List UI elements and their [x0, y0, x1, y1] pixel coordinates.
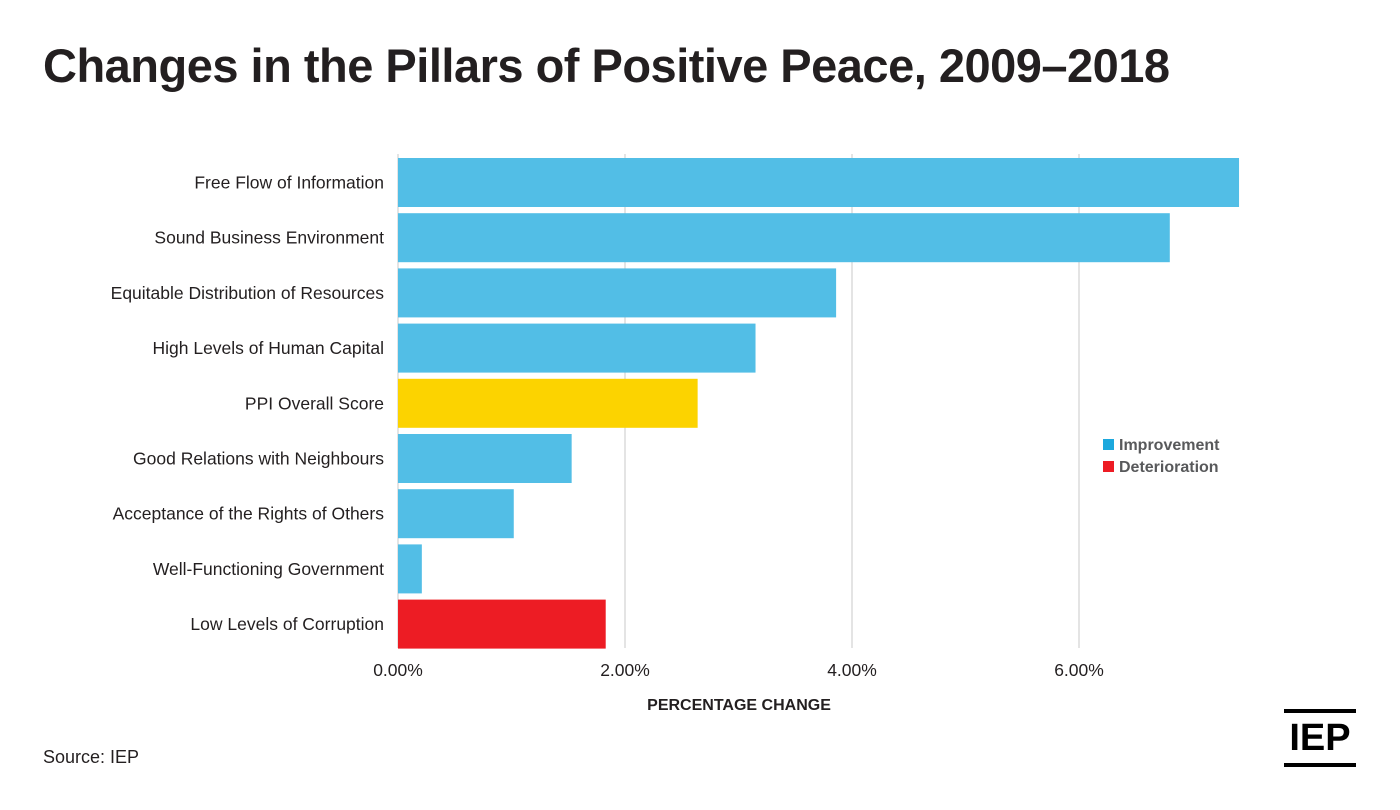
bar-overall — [398, 378, 698, 428]
bar-improvement — [398, 434, 572, 483]
bar-improvement — [398, 323, 756, 373]
logo-rule-bottom — [1284, 763, 1356, 767]
category-label: High Levels of Human Capital — [152, 338, 384, 358]
bar-deterioration — [398, 599, 606, 649]
category-label: Sound Business Environment — [154, 228, 384, 248]
legend-label: Improvement — [1119, 437, 1220, 454]
iep-logo: IEP — [1284, 709, 1356, 767]
source-note: Source: IEP — [43, 747, 140, 767]
bar-improvement — [398, 268, 837, 318]
legend-swatch — [1103, 461, 1114, 472]
legend-swatch — [1103, 439, 1114, 450]
x-tick-label: 2.00% — [600, 660, 650, 680]
category-label: Good Relations with Neighbours — [133, 449, 384, 469]
x-tick-label: 0.00% — [373, 660, 423, 680]
category-label: PPI Overall Score — [245, 393, 384, 413]
legend: Improvement Deterioration — [1103, 437, 1220, 476]
logo-rule-top — [1284, 709, 1356, 713]
category-label: Free Flow of Information — [194, 173, 384, 193]
logo-text: IEP — [1289, 717, 1351, 759]
category-labels: Free Flow of Information Sound Business E… — [111, 173, 385, 635]
x-axis-title: PERCENTAGE CHANGE — [647, 697, 831, 714]
bar-improvement — [398, 489, 514, 539]
category-label: Equitable Distribution of Resources — [111, 283, 385, 303]
category-label: Low Levels of Corruption — [190, 614, 384, 634]
category-label: Well-Functioning Government — [153, 559, 384, 579]
bars — [398, 158, 1240, 649]
x-tick-label: 6.00% — [1054, 660, 1104, 680]
bar-improvement — [398, 158, 1240, 207]
x-tick-labels: 0.00% 2.00% 4.00% 6.00% — [373, 660, 1104, 680]
bar-improvement — [398, 544, 422, 594]
x-tick-label: 4.00% — [827, 660, 877, 680]
bar-improvement — [398, 213, 1170, 263]
category-label: Acceptance of the Rights of Others — [113, 504, 385, 524]
legend-label: Deterioration — [1119, 459, 1219, 476]
chart-title: Changes in the Pillars of Positive Peace… — [43, 39, 1170, 92]
